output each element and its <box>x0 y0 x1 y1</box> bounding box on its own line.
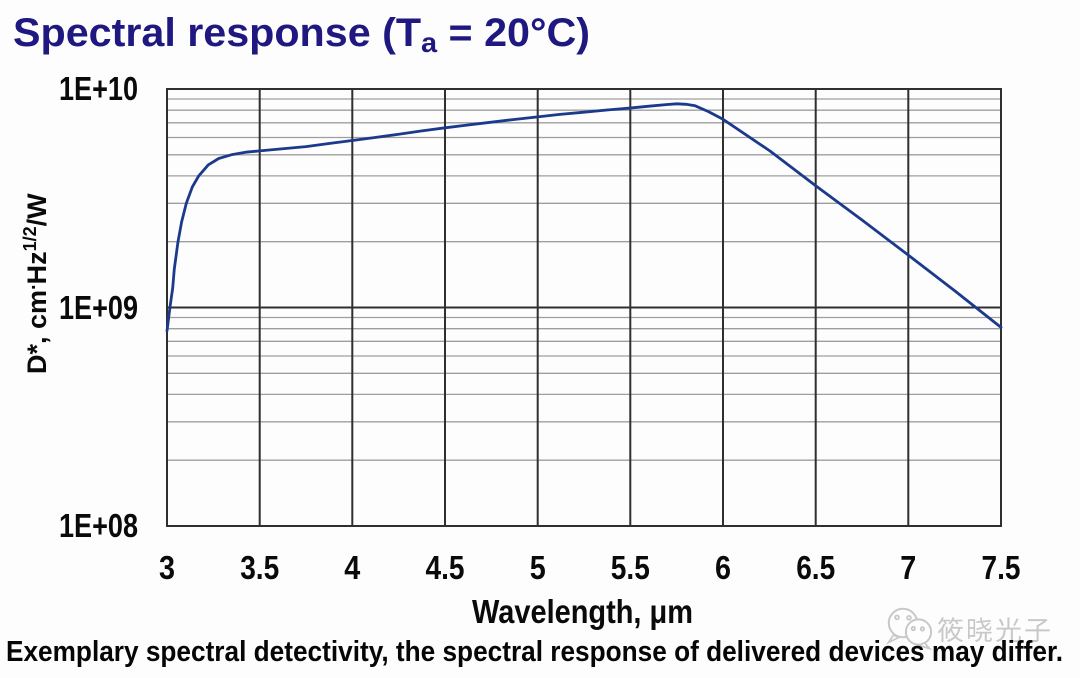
svg-text:6: 6 <box>715 549 731 586</box>
svg-text:3: 3 <box>159 549 175 586</box>
svg-text:5: 5 <box>530 549 546 586</box>
svg-text:4: 4 <box>344 549 361 586</box>
svg-text:Exemplary spectral detectivity: Exemplary spectral detectivity, the spec… <box>6 636 1063 668</box>
svg-text:1E+08: 1E+08 <box>59 507 138 544</box>
svg-text:7: 7 <box>900 549 916 586</box>
svg-text:1E+10: 1E+10 <box>59 70 138 107</box>
svg-text:1E+09: 1E+09 <box>59 289 138 326</box>
svg-text:3.5: 3.5 <box>240 549 279 586</box>
svg-text:4.5: 4.5 <box>426 549 465 586</box>
svg-text:7.5: 7.5 <box>982 549 1021 586</box>
svg-text:D*, cm.Hz1/2/W: D*, cm.Hz1/2/W <box>18 193 52 374</box>
svg-text:Wavelength, μm: Wavelength, μm <box>472 593 693 630</box>
svg-text:Spectral response (Ta = 20°C): Spectral response (T a = 20°C) <box>13 11 590 58</box>
svg-text:6.5: 6.5 <box>796 549 835 586</box>
svg-text:5.5: 5.5 <box>611 549 650 586</box>
